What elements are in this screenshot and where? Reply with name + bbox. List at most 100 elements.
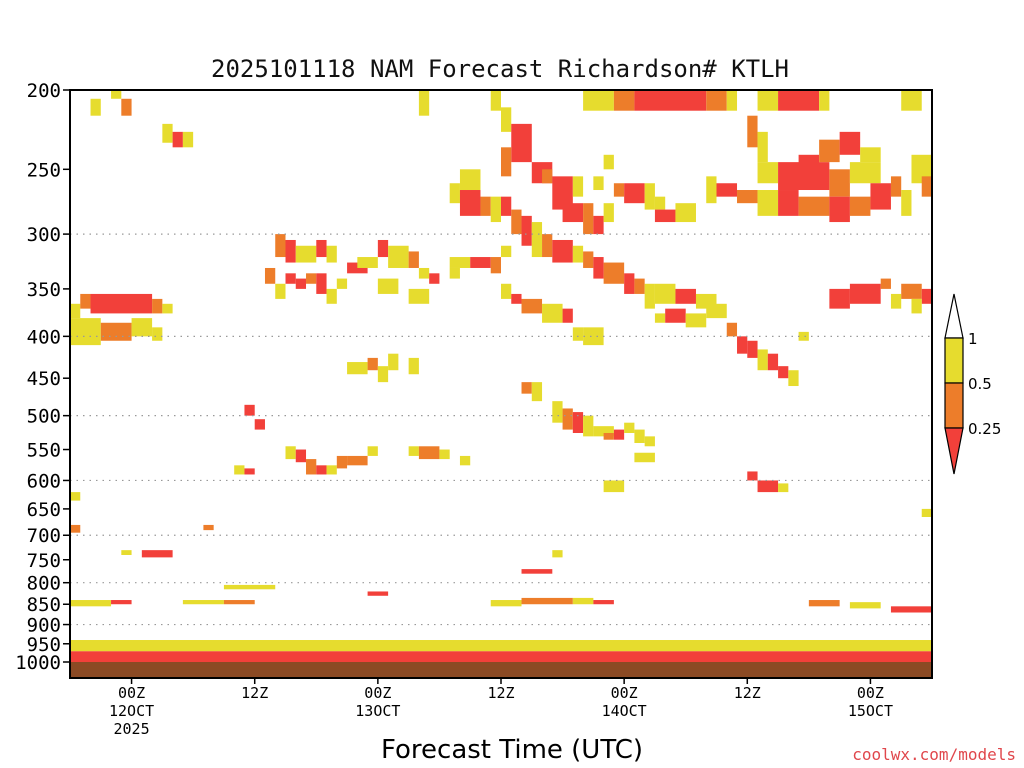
heatmap-cell: [572, 327, 584, 341]
heatmap-cell: [100, 322, 132, 341]
heatmap-cell: [377, 278, 399, 294]
heatmap-cell: [418, 90, 430, 116]
heatmap-cell: [326, 245, 337, 263]
heatmap-cell: [706, 176, 717, 204]
heatmap-cell: [552, 550, 563, 558]
heatmap-cell: [511, 209, 522, 235]
heatmap-cell: [552, 176, 573, 210]
heatmap-cell: [306, 273, 317, 284]
heatmap-cell: [654, 283, 676, 304]
y-tick-label: 550: [27, 440, 61, 462]
heatmap-cell: [234, 465, 245, 475]
y-tick-label: 700: [27, 525, 61, 547]
y-tick-label: 800: [27, 573, 61, 595]
heatmap-cell: [388, 353, 399, 371]
y-axis: 200 250 300 350 400 450 500 550 600 650 700 7508008…: [15, 80, 70, 674]
heatmap-cell: [295, 245, 317, 263]
heatmap-cell: [849, 162, 881, 184]
heatmap-cell: [501, 107, 512, 132]
y-tick-label: 650: [27, 499, 61, 521]
heatmap-cell: [295, 278, 307, 289]
heatmap-cell: [572, 176, 584, 197]
heatmap-cell: [747, 471, 758, 481]
x-tick-label: 12Z: [734, 684, 761, 702]
heatmap-cell: [316, 273, 327, 294]
heatmap-cell: [480, 196, 491, 216]
heatmap-cell: [377, 239, 389, 258]
heatmap-cell: [901, 90, 922, 111]
heatmap-cell: [70, 524, 81, 533]
ground-band: [70, 662, 932, 678]
heatmap-cell: [798, 154, 820, 170]
heatmap-cell: [490, 196, 501, 223]
heatmap-cell: [778, 190, 799, 216]
heatmap-cell: [849, 283, 881, 304]
heatmap-cell: [223, 584, 276, 590]
heatmap-cell: [860, 147, 881, 163]
heatmap-cell: [285, 273, 296, 284]
heatmap-cell: [624, 422, 635, 433]
heatmap-cell: [716, 183, 738, 197]
heatmap-cell: [459, 455, 471, 466]
x-tick-label: 12OCT: [109, 702, 154, 720]
heatmap-cell: [757, 190, 779, 216]
x-tick-label: 14OCT: [602, 702, 647, 720]
heatmap-cell: [665, 308, 686, 323]
heatmap-cell: [829, 196, 850, 223]
heatmap-cell: [829, 288, 850, 309]
heatmap-cell: [603, 203, 614, 223]
heatmap-cell: [624, 273, 635, 294]
heatmap-cell: [459, 190, 481, 216]
x-tick-label: 00Z: [611, 684, 638, 702]
heatmap-cell: [470, 257, 491, 268]
heatmap-cell: [839, 131, 861, 155]
heatmap-cell: [726, 90, 738, 111]
heatmap-cell: [603, 480, 625, 493]
heatmap-cell: [336, 278, 348, 289]
heatmap-cell: [347, 455, 368, 466]
heatmap-cell: [613, 183, 625, 197]
heatmap-cell: [408, 288, 430, 304]
heatmap-cell: [141, 550, 173, 558]
x-tick-label: 13OCT: [355, 702, 400, 720]
heatmap-cell: [182, 131, 194, 148]
heatmap-cell: [583, 90, 614, 111]
heatmap-cell: [583, 327, 604, 346]
heatmap-cell: [521, 215, 532, 246]
heatmap-cell: [726, 322, 738, 337]
y-tick-label: 750: [27, 550, 61, 572]
heatmap-cell: [501, 283, 512, 299]
y-tick-label: 300: [27, 224, 61, 246]
y-tick-label: 500: [27, 406, 61, 428]
heatmap-cell: [634, 90, 707, 111]
heatmap-cell: [613, 90, 635, 111]
heatmap-cell: [347, 362, 368, 375]
heatmap-cell: [757, 480, 779, 493]
heatmap-cell: [542, 303, 563, 323]
heatmap-cell: [490, 600, 522, 607]
heatmap-cell: [890, 293, 902, 309]
heatmap-cell: [511, 123, 532, 163]
heatmap-cell: [921, 176, 932, 197]
heatmap-cell: [870, 183, 891, 210]
heatmap-cell: [449, 267, 460, 279]
heatmap-cell: [388, 245, 409, 268]
heatmap-cell: [778, 90, 820, 111]
heatmap-cell: [634, 429, 645, 444]
heatmap-cell: [418, 446, 440, 460]
heatmap-cell: [747, 115, 758, 148]
heatmap-cell: [583, 415, 594, 437]
heatmap-cell: [275, 283, 286, 299]
heatmap-cell: [501, 147, 512, 177]
heatmap-cell: [572, 412, 584, 433]
colorbar: 1 0.5 0.25: [944, 293, 1001, 475]
heatmap-cell: [829, 169, 850, 197]
heatmap-cell: [490, 90, 501, 111]
heatmap-cell: [121, 98, 132, 116]
x-tick-label: 00Z: [118, 684, 145, 702]
heatmap-cell: [162, 123, 173, 143]
heatmap-cell: [603, 154, 614, 170]
heatmap-cell: [593, 176, 604, 191]
heatmap-cell: [583, 251, 594, 268]
heatmap-cell: [531, 222, 543, 258]
